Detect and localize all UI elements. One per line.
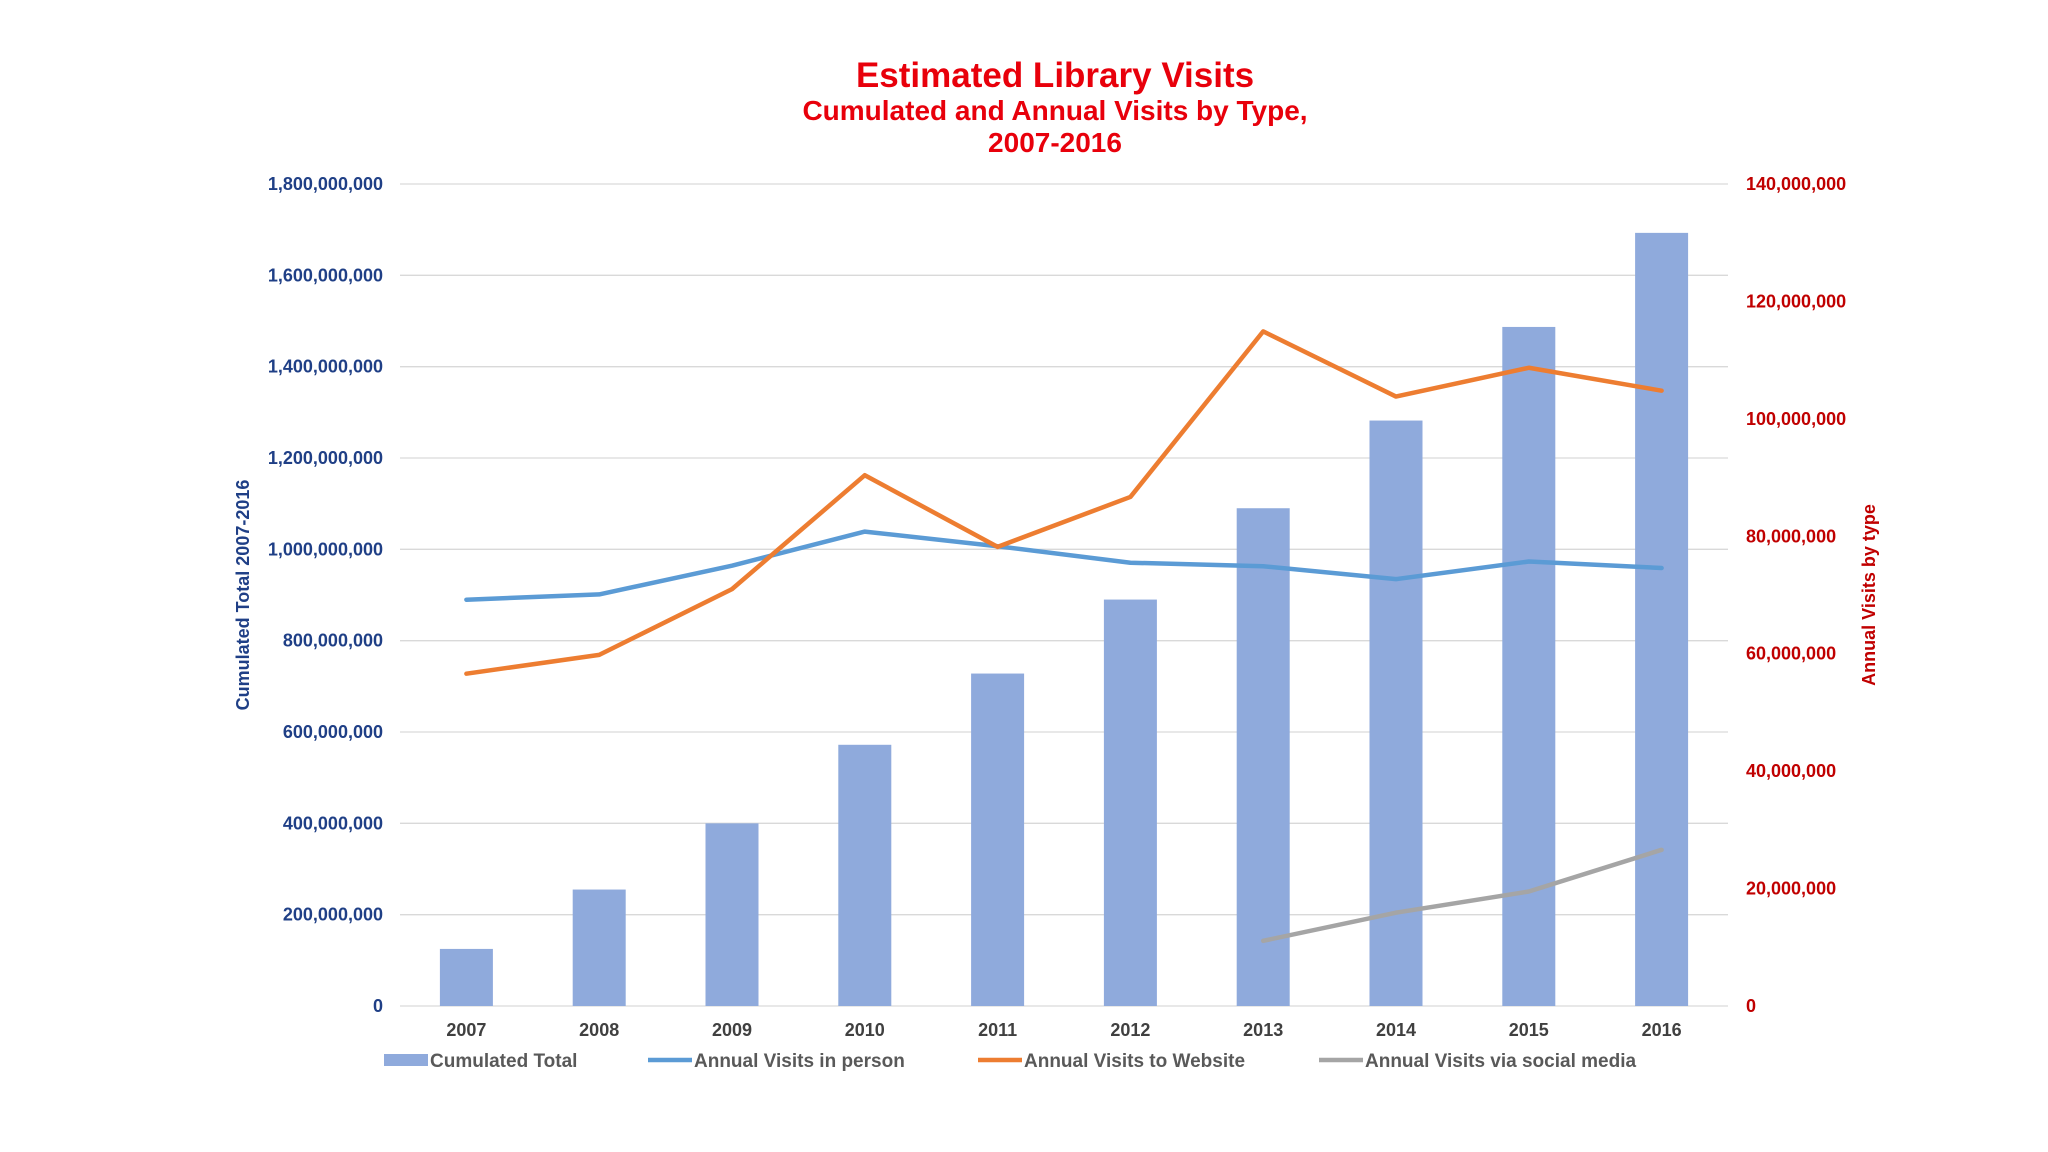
x-tick-label: 2009 (712, 1020, 752, 1040)
bar-cumulated-total (1635, 232, 1689, 1006)
series-lines (464, 329, 1664, 944)
left-tick-label: 1,200,000,000 (268, 448, 383, 468)
bar-cumulated-total (439, 948, 493, 1006)
line-annual-social-media (1260, 847, 1664, 944)
x-axis-ticks: 2007 2008 2009 2010 2011 2012 2013 2014 2015 2016 (446, 1020, 1681, 1040)
left-tick-label: 200,000,000 (283, 905, 383, 925)
right-tick-label: 80,000,000 (1746, 526, 1836, 546)
title-group: Estimated Library Visits Cumulated and A… (802, 56, 1307, 158)
right-tick-label: 60,000,000 (1746, 644, 1836, 664)
x-tick-label: 2007 (446, 1020, 486, 1040)
bars (439, 232, 1689, 1007)
bar-cumulated-total (572, 889, 626, 1006)
legend-annual-in-person-label: Annual Visits in person (694, 1051, 905, 1072)
left-tick-label: 600,000,000 (283, 722, 383, 742)
bar-cumulated-total (1103, 599, 1157, 1006)
right-tick-label: 40,000,000 (1746, 761, 1836, 781)
bar-cumulated-total (705, 823, 759, 1006)
right-tick-label: 100,000,000 (1746, 409, 1846, 429)
right-tick-label: 0 (1746, 996, 1756, 1016)
legend-cumulated-total-swatch (384, 1054, 428, 1066)
x-tick-label: 2010 (845, 1020, 885, 1040)
left-tick-label: 1,400,000,000 (268, 357, 383, 377)
bar-cumulated-total (1502, 326, 1556, 1007)
x-tick-label: 2016 (1642, 1020, 1682, 1040)
bar-cumulated-total (971, 673, 1025, 1006)
left-tick-label: 0 (373, 996, 383, 1016)
x-tick-label: 2012 (1110, 1020, 1150, 1040)
x-tick-label: 2015 (1509, 1020, 1549, 1040)
x-tick-label: 2008 (579, 1020, 619, 1040)
legend-annual-social-media-label: Annual Visits via social media (1365, 1051, 1636, 1072)
chart-subtitle-line2: 2007-2016 (988, 127, 1122, 158)
left-tick-label: 1,600,000,000 (268, 265, 383, 285)
left-axis-ticks: 0 200,000,000 400,000,000 600,000,000 800,00… (268, 174, 383, 1016)
line-annual-website (464, 329, 1664, 676)
right-tick-label: 140,000,000 (1746, 174, 1846, 194)
left-tick-label: 800,000,000 (283, 631, 383, 651)
x-tick-label: 2011 (978, 1020, 1017, 1040)
right-axis-label: Annual Visits by type (1859, 504, 1879, 686)
x-tick-label: 2013 (1243, 1020, 1283, 1040)
chart-subtitle-line1: Cumulated and Annual Visits by Type, (802, 95, 1307, 126)
left-axis-label: Cumulated Total 2007-2016 (233, 480, 253, 711)
line-annual-in-person (464, 529, 1664, 602)
right-tick-label: 20,000,000 (1746, 879, 1836, 899)
bar-cumulated-total (838, 744, 892, 1006)
legend-cumulated-total-label: Cumulated Total (430, 1051, 577, 1072)
chart-title: Estimated Library Visits (856, 56, 1254, 95)
right-tick-label: 120,000,000 (1746, 291, 1846, 311)
left-tick-label: 400,000,000 (283, 813, 383, 833)
left-tick-label: 1,800,000,000 (268, 174, 383, 194)
legend: Cumulated Total Annual Visits in person An… (384, 1051, 1636, 1072)
bar-cumulated-total (1236, 508, 1290, 1006)
legend-annual-website-label: Annual Visits to Website (1024, 1051, 1245, 1072)
x-tick-label: 2014 (1376, 1020, 1416, 1040)
left-tick-label: 1,000,000,000 (268, 539, 383, 559)
right-axis-ticks: 0 20,000,000 40,000,000 60,000,000 80,000,00… (1746, 174, 1846, 1016)
